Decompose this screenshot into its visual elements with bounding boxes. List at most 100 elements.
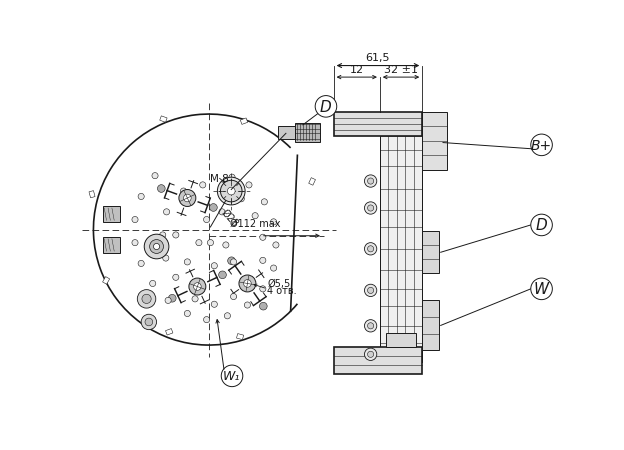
Circle shape [152, 173, 158, 179]
Circle shape [368, 178, 374, 184]
Text: 61,5: 61,5 [366, 53, 390, 63]
Bar [422, 301, 439, 351]
Text: D: D [535, 218, 547, 233]
Text: W: W [534, 282, 549, 297]
Circle shape [531, 278, 552, 300]
Bar [380, 112, 422, 362]
Circle shape [260, 257, 266, 263]
Text: Ø5,5: Ø5,5 [268, 279, 291, 288]
Circle shape [189, 278, 206, 295]
Circle shape [180, 188, 187, 194]
Circle shape [144, 234, 169, 259]
Circle shape [196, 239, 202, 246]
Circle shape [248, 278, 253, 284]
Bar [236, 333, 243, 340]
Circle shape [132, 239, 138, 246]
Circle shape [183, 194, 191, 202]
Text: W₁: W₁ [223, 370, 240, 383]
Circle shape [219, 209, 225, 215]
Circle shape [154, 243, 160, 250]
Bar [334, 346, 422, 374]
Text: 32 ±1: 32 ±1 [384, 65, 418, 75]
Bar [386, 333, 416, 346]
Circle shape [364, 348, 377, 360]
Circle shape [271, 265, 276, 271]
Circle shape [200, 182, 206, 188]
Circle shape [207, 239, 213, 246]
Circle shape [165, 297, 171, 303]
Circle shape [210, 203, 217, 212]
Circle shape [193, 283, 201, 290]
Circle shape [173, 232, 179, 238]
Text: 12: 12 [349, 65, 364, 75]
Circle shape [141, 314, 157, 330]
Circle shape [168, 294, 176, 302]
Circle shape [368, 351, 374, 357]
Text: Ø112 max: Ø112 max [230, 219, 280, 229]
Bar [334, 112, 422, 136]
Circle shape [368, 323, 374, 329]
Circle shape [150, 239, 163, 253]
Circle shape [315, 95, 337, 117]
Circle shape [192, 296, 198, 302]
Circle shape [160, 232, 166, 238]
Circle shape [145, 318, 153, 326]
Circle shape [222, 365, 243, 387]
Circle shape [260, 286, 266, 292]
Circle shape [142, 294, 151, 303]
Circle shape [368, 246, 374, 252]
Circle shape [229, 174, 235, 180]
Circle shape [184, 310, 190, 316]
Text: 4 отв.: 4 отв. [268, 286, 297, 296]
Circle shape [364, 175, 377, 187]
Circle shape [364, 202, 377, 214]
Circle shape [368, 205, 374, 211]
Text: B+: B+ [531, 139, 552, 153]
Circle shape [138, 261, 144, 266]
Circle shape [368, 287, 374, 293]
Bar [422, 112, 447, 170]
FancyBboxPatch shape [103, 237, 120, 252]
Bar [102, 277, 110, 284]
Circle shape [173, 274, 179, 280]
Circle shape [227, 187, 235, 195]
Circle shape [220, 180, 242, 202]
Circle shape [224, 313, 230, 319]
Circle shape [94, 114, 324, 345]
Circle shape [246, 182, 252, 188]
Circle shape [243, 279, 251, 287]
Circle shape [273, 242, 279, 248]
Text: D: D [320, 99, 332, 115]
Circle shape [217, 177, 245, 205]
Circle shape [212, 301, 217, 307]
Circle shape [230, 293, 236, 300]
Circle shape [163, 209, 170, 215]
Circle shape [218, 271, 227, 279]
Circle shape [157, 184, 165, 192]
Bar [89, 191, 95, 198]
Circle shape [271, 219, 276, 225]
Bar [160, 116, 167, 122]
Circle shape [260, 234, 266, 240]
Text: Ø28: Ø28 [219, 207, 240, 229]
Bar [278, 126, 295, 140]
Circle shape [245, 302, 250, 308]
Circle shape [179, 189, 196, 207]
Circle shape [261, 199, 268, 205]
Circle shape [364, 284, 377, 297]
Circle shape [132, 216, 138, 223]
Circle shape [138, 194, 144, 199]
Circle shape [260, 302, 267, 310]
Text: M 8: M 8 [210, 174, 228, 184]
Bar [165, 328, 173, 335]
Bar [422, 231, 439, 274]
Bar [240, 118, 248, 124]
Circle shape [203, 216, 210, 223]
Circle shape [531, 214, 552, 236]
Circle shape [223, 242, 229, 248]
Circle shape [239, 275, 256, 292]
Bar [295, 123, 319, 142]
Circle shape [252, 212, 258, 219]
Circle shape [150, 280, 156, 287]
Circle shape [203, 316, 210, 323]
